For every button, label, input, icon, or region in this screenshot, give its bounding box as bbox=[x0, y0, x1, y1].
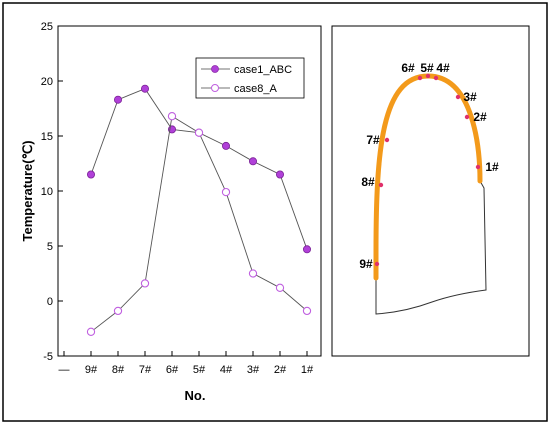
y-tick-label: 0 bbox=[47, 296, 53, 308]
y-tick-label: -5 bbox=[43, 351, 53, 363]
heated-arc bbox=[373, 73, 483, 281]
measurement-point-dot bbox=[374, 261, 380, 267]
measurement-point-dot bbox=[455, 94, 461, 100]
series-line-0 bbox=[90, 88, 308, 250]
y-tick-label: 20 bbox=[41, 76, 53, 88]
x-tick-label: 5# bbox=[193, 364, 206, 376]
measurement-point-dot bbox=[425, 73, 431, 79]
x-tick-label: 4# bbox=[220, 364, 233, 376]
x-axis-title: No. bbox=[185, 388, 206, 403]
x-tick-label: 9# bbox=[85, 364, 98, 376]
series-layer bbox=[86, 84, 312, 336]
data-point bbox=[167, 112, 177, 121]
data-point bbox=[275, 170, 284, 179]
measurement-point-dot bbox=[384, 137, 390, 143]
legend-marker-0 bbox=[211, 65, 219, 73]
data-point bbox=[221, 141, 230, 150]
data-point bbox=[302, 306, 312, 316]
measurement-point-dot bbox=[464, 114, 470, 120]
y-axis: -5 0 5 10 15 20 25 bbox=[41, 21, 63, 363]
series-line-1 bbox=[90, 115, 308, 333]
x-tick-label: 7# bbox=[139, 364, 152, 376]
y-tick-label: 10 bbox=[41, 186, 53, 198]
measurement-point-label: 4# bbox=[436, 61, 450, 75]
legend-label-1: case8_A bbox=[234, 83, 277, 95]
x-tick-label: 6# bbox=[166, 364, 179, 376]
measurement-point-dot bbox=[417, 75, 423, 81]
measurement-point-diagram: 6# 5# 4# 3# 2# 1# 7# 8# 9# bbox=[331, 25, 530, 357]
data-point bbox=[194, 128, 204, 137]
measurement-point-label: 7# bbox=[366, 133, 380, 147]
legend-label-0: case1_ABC bbox=[234, 64, 292, 76]
x-tick-label: 1# bbox=[301, 364, 314, 376]
y-tick-label: 25 bbox=[41, 21, 53, 33]
data-point bbox=[140, 279, 150, 288]
measurement-point-dot bbox=[433, 75, 439, 81]
data-point bbox=[86, 327, 96, 336]
measurement-point-dot bbox=[378, 182, 384, 188]
data-point bbox=[140, 84, 149, 93]
measurement-point-label: 6# bbox=[401, 61, 415, 75]
x-tick-label: 3# bbox=[247, 364, 260, 376]
y-tick-label: 5 bbox=[47, 241, 53, 253]
temperature-line-chart: -5 0 5 10 15 20 25 — 9# 8# 7# 6# 5# 4# 3# 2# 1# Tempera… bbox=[20, 21, 322, 403]
x-tick-label: — bbox=[59, 364, 70, 376]
data-point bbox=[113, 306, 123, 316]
measurement-point-label: 1# bbox=[485, 160, 499, 174]
legend: case1_ABC case8_A bbox=[195, 57, 305, 99]
data-point bbox=[248, 157, 257, 166]
measurement-points: 6# 5# 4# 3# 2# 1# 7# 8# 9# bbox=[359, 61, 499, 271]
data-point bbox=[87, 170, 96, 179]
y-axis-title: Temperature(℃) bbox=[20, 140, 35, 241]
measurement-point-label: 2# bbox=[473, 110, 487, 124]
x-tick-label: 8# bbox=[112, 364, 125, 376]
measurement-point-label: 5# bbox=[420, 61, 434, 75]
data-point bbox=[302, 245, 311, 254]
x-axis: — 9# 8# 7# 6# 5# 4# 3# 2# 1# bbox=[59, 351, 314, 376]
diagram-frame bbox=[331, 25, 530, 357]
data-point bbox=[275, 283, 285, 292]
data-point bbox=[248, 269, 258, 278]
measurement-point-dot bbox=[475, 164, 481, 170]
measurement-point-label: 9# bbox=[359, 257, 373, 271]
data-point bbox=[221, 187, 231, 197]
data-point bbox=[114, 95, 123, 104]
measurement-point-label: 8# bbox=[361, 175, 375, 189]
x-tick-label: 2# bbox=[274, 364, 287, 376]
y-tick-label: 15 bbox=[41, 131, 53, 143]
legend-marker-1 bbox=[211, 84, 219, 92]
measurement-point-label: 3# bbox=[463, 90, 477, 104]
